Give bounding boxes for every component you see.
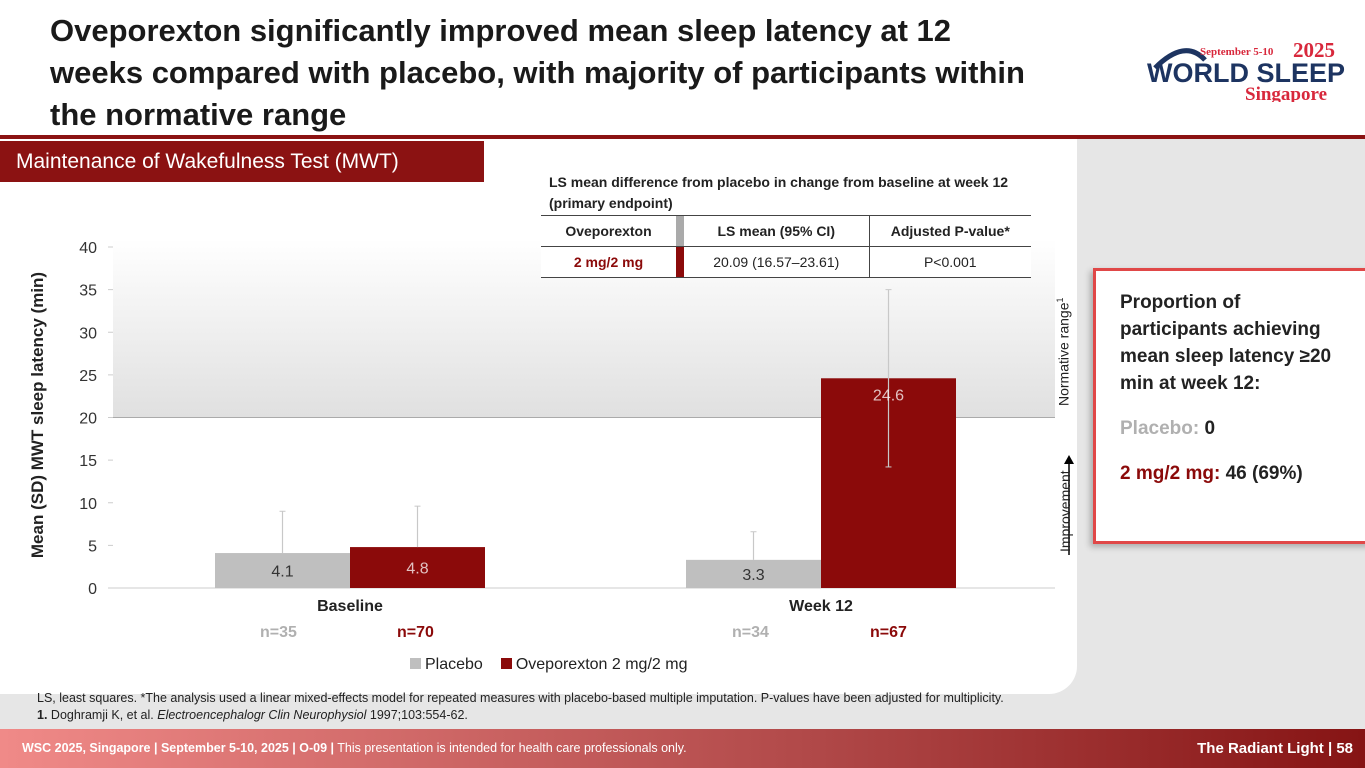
y-tick-label: 35: [79, 283, 97, 300]
svg-text:WORLD SLEEP: WORLD SLEEP: [1147, 58, 1345, 88]
svg-text:Singapore: Singapore: [1245, 84, 1327, 102]
slide-title: Oveporexton significantly improved mean …: [50, 13, 1025, 132]
svg-text:September 5-10: September 5-10: [1200, 46, 1274, 58]
footnotes: LS, least squares. *The analysis used a …: [37, 690, 1004, 724]
table-cell: P<0.001: [868, 246, 1031, 278]
svg-text:2025: 2025: [1293, 38, 1335, 62]
bar: [215, 553, 350, 588]
y-tick-label: 5: [88, 538, 97, 555]
bar: [686, 559, 821, 588]
n-label: n=67: [870, 624, 907, 641]
placebo-label: Placebo:: [1120, 418, 1200, 439]
data-label: 4.1: [271, 564, 293, 581]
legend: Placebo Oveporexton 2 mg/2 mg: [410, 656, 687, 674]
legend-oveporexton: Oveporexton 2 mg/2 mg: [500, 656, 688, 674]
y-tick-label: 15: [79, 453, 97, 470]
data-label: 3.3: [742, 567, 764, 584]
x-tick-label: Week 12: [789, 598, 853, 615]
improvement-arrow-icon: [1064, 455, 1074, 555]
y-tick-label: 0: [88, 581, 97, 598]
y-tick-label: 10: [79, 496, 97, 513]
y-tick-label: 30: [79, 325, 97, 342]
y-tick-label: 40: [79, 240, 97, 257]
legend-label: Placebo: [425, 656, 483, 673]
n-label: n=70: [397, 624, 434, 641]
y-tick-label: 20: [79, 411, 97, 428]
footer-meeting: WSC 2025, Singapore | September 5-10, 20…: [22, 741, 335, 755]
x-tick-label: Baseline: [317, 598, 383, 615]
y-tick-label: 25: [79, 368, 97, 385]
proportion-callout: Proportion of participants achieving mea…: [1093, 268, 1365, 544]
footnote-text: LS, least squares. *The analysis used a …: [37, 691, 1004, 705]
callout-heading: Proportion of participants achieving mea…: [1120, 292, 1332, 394]
legend-placebo: Placebo: [410, 656, 483, 674]
section-tab: Maintenance of Wakefulness Test (MWT): [0, 141, 484, 182]
data-label: 4.8: [406, 561, 428, 578]
improvement-label: Improvement: [1057, 470, 1073, 552]
divider: [0, 135, 1365, 139]
world-sleep-logo: September 5-10 2025 WORLD SLEEP Singapor…: [1147, 38, 1345, 102]
legend-label: Oveporexton 2 mg/2 mg: [515, 656, 688, 673]
placebo-value: 0: [1204, 418, 1216, 439]
n-label: n=35: [260, 624, 297, 641]
footer-bar: WSC 2025, Singapore | September 5-10, 20…: [0, 729, 1365, 768]
table-header: LS mean (95% CI): [684, 215, 869, 247]
table-caption: LS mean difference from placebo in chang…: [549, 174, 1009, 211]
dose-value: 46 (69%): [1225, 463, 1303, 484]
table-header: Adjusted P-value*: [868, 215, 1031, 247]
data-label: 24.6: [873, 387, 904, 404]
n-label: n=34: [732, 624, 769, 641]
results-table: Oveporexton LS mean (95% CI) Adjusted P-va…: [541, 215, 1031, 278]
reference: 1. Doghramji K, et al. Electroencephalog…: [37, 708, 468, 722]
table-header: Oveporexton: [541, 215, 676, 247]
y-axis-label: Mean (SD) MWT sleep latency (min): [28, 271, 47, 559]
normative-range-label: Normative range1: [1055, 297, 1072, 406]
bar: [350, 547, 485, 588]
footer-disclaimer: This presentation is intended for health…: [337, 741, 687, 755]
table-cell: 20.09 (16.57–23.61): [684, 246, 869, 278]
table-cell: 2 mg/2 mg: [541, 246, 676, 278]
dose-label: 2 mg/2 mg:: [1120, 463, 1221, 484]
footer-page: The Radiant Light | 58: [1197, 740, 1353, 757]
